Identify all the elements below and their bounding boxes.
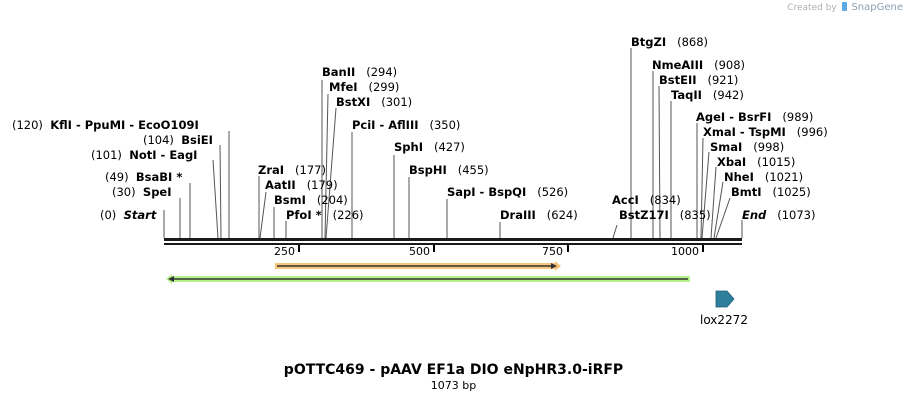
site-xbai[interactable]: XbaI (1015) bbox=[717, 155, 796, 169]
snapgene-credit: Created by SnapGene bbox=[787, 2, 903, 13]
site-bsphi[interactable]: BspHI (455) bbox=[409, 163, 489, 177]
green-feature-arrow[interactable] bbox=[166, 274, 690, 284]
site-noti[interactable]: (101) NotI - EagI bbox=[91, 148, 198, 162]
tick-label-750: 750 bbox=[542, 245, 563, 258]
site-btgzi[interactable]: BtgZI (868) bbox=[631, 35, 709, 49]
site-bsmi[interactable]: BsmI (204) bbox=[274, 193, 348, 207]
site-smai[interactable]: SmaI (998) bbox=[710, 140, 785, 154]
site-start[interactable]: (0) Start bbox=[100, 208, 157, 222]
site-bsiei[interactable]: (104) BsiEI bbox=[143, 133, 213, 147]
site-bsabi[interactable]: (49) BsaBI * bbox=[105, 170, 183, 184]
site-pfoi[interactable]: PfoI * (226) bbox=[286, 208, 364, 222]
site-bstxi[interactable]: BstXI (301) bbox=[336, 95, 413, 109]
backbone-top-strand bbox=[164, 238, 742, 241]
site-nhei[interactable]: NheI (1021) bbox=[724, 170, 804, 184]
site-taqii[interactable]: TaqII (942) bbox=[671, 88, 744, 102]
site-draiii[interactable]: DraIII (624) bbox=[500, 208, 578, 222]
site-end[interactable]: End (1073) bbox=[742, 208, 816, 222]
tick-label-250: 250 bbox=[274, 245, 295, 258]
backbone-bottom-strand bbox=[164, 243, 742, 245]
site-pcii[interactable]: PciI - AflIII (350) bbox=[352, 118, 461, 132]
lox2272-label: lox2272 bbox=[700, 313, 748, 327]
site-banii[interactable]: BanII (294) bbox=[322, 65, 398, 79]
tick-label-500: 500 bbox=[409, 245, 430, 258]
site-aatii[interactable]: AatII (179) bbox=[265, 178, 338, 192]
site-sapi[interactable]: SapI - BspQI (526) bbox=[447, 185, 569, 199]
scale-ticks bbox=[298, 245, 704, 252]
cut-site-lines bbox=[163, 48, 743, 239]
site-sphi[interactable]: SphI (427) bbox=[394, 140, 465, 154]
lox2272-arrow-icon[interactable] bbox=[715, 290, 735, 308]
site-bstz17i[interactable]: BstZ17I (835) bbox=[619, 208, 711, 222]
site-mfei[interactable]: MfeI (299) bbox=[329, 80, 400, 94]
site-kfli[interactable]: (120) KflI - PpuMI - EcoO109I bbox=[12, 118, 199, 132]
site-agei[interactable]: AgeI - BsrFI (989) bbox=[696, 110, 814, 124]
snapgene-logo-icon bbox=[841, 2, 847, 11]
site-spei[interactable]: (30) SpeI bbox=[112, 185, 172, 199]
credit-prefix: Created by bbox=[787, 3, 837, 13]
site-xmai[interactable]: XmaI - TspMI (996) bbox=[703, 125, 828, 139]
site-nmeaiii[interactable]: NmeAIII (908) bbox=[652, 58, 746, 72]
tick-label-1000: 1000 bbox=[671, 245, 699, 258]
site-bmti[interactable]: BmtI (1025) bbox=[731, 185, 811, 199]
orange-feature-arrow[interactable] bbox=[275, 261, 561, 271]
credit-brand: SnapGene bbox=[851, 2, 903, 13]
map-length: 1073 bp bbox=[430, 379, 477, 392]
site-acci[interactable]: AccI (834) bbox=[612, 193, 681, 207]
site-zrai[interactable]: ZraI (177) bbox=[258, 163, 326, 177]
site-bsteii[interactable]: BstEII (921) bbox=[659, 73, 739, 87]
map-title: pOTTC469 - pAAV EF1a DIO eNpHR3.0-iRFP bbox=[283, 362, 624, 378]
